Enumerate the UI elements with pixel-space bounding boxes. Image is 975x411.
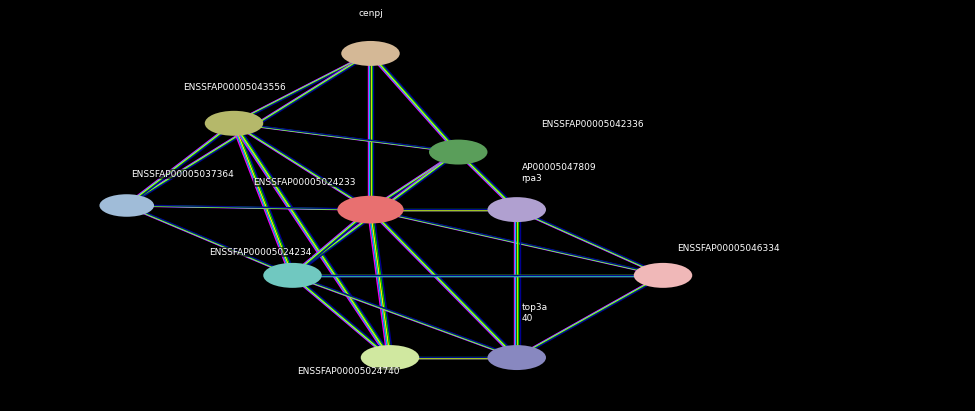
Text: ENSSFAP00005024234: ENSSFAP00005024234 (210, 248, 312, 257)
Ellipse shape (429, 140, 488, 164)
Ellipse shape (488, 197, 546, 222)
Ellipse shape (634, 263, 692, 288)
Text: ENSSFAP00005043556: ENSSFAP00005043556 (182, 83, 286, 92)
Text: ENSSFAP00005042336: ENSSFAP00005042336 (541, 120, 644, 129)
Text: ENSSFAP00005024740: ENSSFAP00005024740 (297, 367, 400, 376)
Text: ENSSFAP00005046334: ENSSFAP00005046334 (678, 244, 780, 253)
Ellipse shape (337, 196, 404, 224)
Ellipse shape (361, 345, 419, 370)
Ellipse shape (488, 345, 546, 370)
Ellipse shape (205, 111, 263, 136)
Text: ENSSFAP00005037364: ENSSFAP00005037364 (132, 170, 234, 179)
Ellipse shape (99, 194, 154, 217)
Ellipse shape (341, 41, 400, 66)
Text: top3a
40: top3a 40 (522, 303, 548, 323)
Text: AP00005047809
rpa3: AP00005047809 rpa3 (522, 164, 597, 183)
Text: ENSSFAP00005024233: ENSSFAP00005024233 (254, 178, 356, 187)
Text: cenpj: cenpj (358, 9, 383, 18)
Ellipse shape (263, 263, 322, 288)
